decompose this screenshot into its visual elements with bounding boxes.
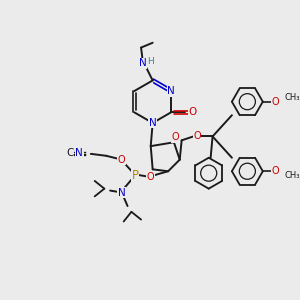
- Text: CH₃: CH₃: [284, 171, 300, 180]
- Text: CH₃: CH₃: [284, 93, 300, 102]
- Text: C: C: [66, 148, 73, 158]
- Text: O: O: [188, 107, 196, 117]
- Text: O: O: [193, 131, 201, 142]
- Text: N: N: [149, 118, 157, 128]
- Text: O: O: [272, 97, 279, 107]
- Text: O: O: [118, 155, 126, 165]
- Text: O: O: [147, 172, 154, 182]
- Text: O: O: [171, 132, 179, 142]
- Text: O: O: [272, 166, 279, 176]
- Text: H: H: [147, 57, 154, 66]
- Text: N: N: [118, 188, 126, 197]
- Text: N: N: [75, 148, 83, 158]
- Text: P: P: [132, 169, 139, 182]
- Text: N: N: [139, 58, 147, 68]
- Text: N: N: [167, 86, 175, 96]
